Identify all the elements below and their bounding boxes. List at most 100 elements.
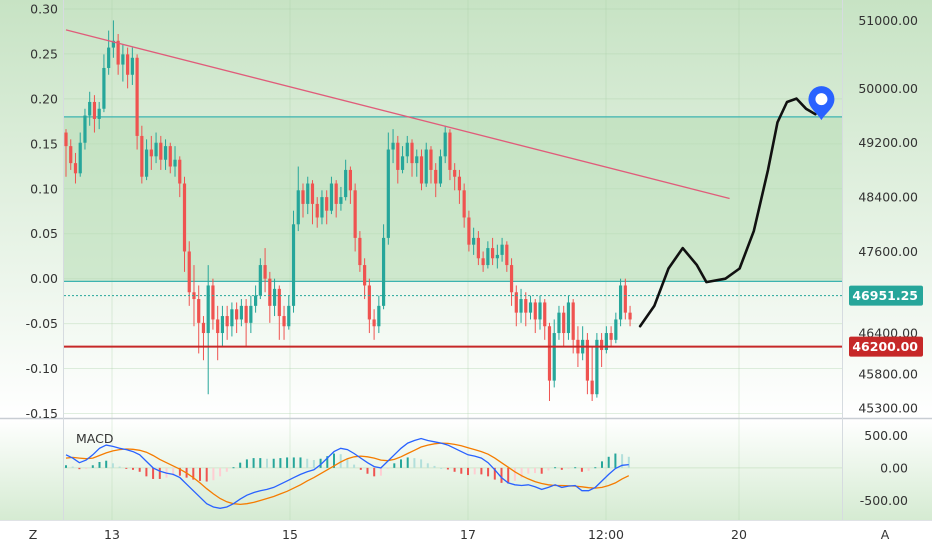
- macd-histogram-bar: [192, 467, 195, 480]
- candle: [353, 183, 357, 252]
- candle: [168, 142, 172, 174]
- price-axis-tick: 49200.00: [858, 135, 918, 150]
- support-price-label: 46200.00: [852, 339, 918, 354]
- macd-histogram-bar: [219, 467, 222, 477]
- candle: [566, 295, 571, 340]
- candle: [509, 258, 514, 306]
- candle: [514, 285, 518, 327]
- candle: [220, 305, 225, 347]
- macd-histogram-bar: [433, 465, 436, 468]
- macd-histogram-bar: [540, 467, 543, 474]
- left-axis-tick: 0.10: [30, 181, 58, 196]
- macd-histogram-bar: [594, 467, 597, 469]
- candle: [159, 135, 163, 170]
- candle: [277, 285, 281, 340]
- candle: [97, 101, 101, 130]
- left-axis-tick: 0.25: [30, 46, 58, 61]
- macd-histogram-bar: [440, 467, 443, 469]
- candle: [386, 132, 390, 245]
- macd-histogram-bar: [373, 467, 376, 477]
- candle: [467, 210, 471, 252]
- macd-histogram-bar: [527, 467, 530, 474]
- macd-histogram-bar: [507, 467, 510, 484]
- candle: [272, 278, 277, 317]
- timezone-button[interactable]: Z: [22, 524, 44, 544]
- candle: [363, 258, 367, 300]
- macd-histogram-bar: [312, 460, 315, 468]
- candle: [315, 197, 319, 228]
- trend-line[interactable]: [65, 29, 730, 200]
- candle: [287, 295, 291, 330]
- macd-histogram-bar: [239, 462, 242, 468]
- candle: [163, 139, 168, 170]
- candle: [543, 299, 547, 340]
- projection-path[interactable]: [638, 97, 817, 328]
- time-axis-labels[interactable]: 13 15 17 12:00 20: [104, 527, 747, 542]
- macd-histogram-bar: [621, 454, 624, 468]
- signal-line: [65, 442, 630, 506]
- macd-histogram-bar: [480, 467, 483, 475]
- candle: [282, 305, 286, 340]
- candle: [182, 176, 187, 272]
- macd-histogram-bar: [326, 456, 329, 468]
- candle: [310, 180, 315, 225]
- candle: [306, 176, 310, 215]
- macd-histogram-bar: [547, 467, 550, 471]
- candle: [600, 333, 604, 368]
- candle: [173, 146, 177, 177]
- candle: [481, 251, 485, 272]
- candle: [73, 152, 78, 184]
- price-axis-tick: 48400.00: [858, 190, 918, 205]
- macd-histogram-bar: [601, 461, 603, 468]
- candle: [505, 241, 509, 272]
- left-axis-tick: 0.15: [30, 136, 58, 151]
- macd-histogram-bar: [138, 467, 141, 472]
- macd-histogram-bar: [500, 467, 503, 483]
- macd-title[interactable]: MACD: [76, 431, 113, 446]
- candle: [254, 285, 258, 313]
- macd-histogram-bar: [85, 467, 88, 469]
- candle: [230, 302, 234, 337]
- macd-histogram-bar: [172, 467, 175, 476]
- candle: [88, 91, 92, 126]
- candle: [396, 135, 400, 184]
- location-pin-icon[interactable]: [808, 86, 835, 121]
- macd-axis-tick: 500.00: [864, 428, 908, 443]
- left-axis-tick: 0.20: [30, 91, 58, 106]
- candle: [291, 210, 296, 313]
- auto-scale-button-label: A: [881, 527, 890, 542]
- auto-scale-button[interactable]: A: [874, 524, 896, 544]
- left-axis-tick: -0.10: [26, 361, 58, 376]
- macd-histogram-bar: [467, 467, 469, 476]
- time-axis-tick: 15: [282, 527, 298, 542]
- candle: [258, 258, 262, 300]
- candle: [457, 169, 462, 204]
- candle: [618, 278, 623, 327]
- macd-histogram-bar: [266, 458, 268, 468]
- macd-histogram-bar: [65, 465, 67, 468]
- candle: [372, 309, 376, 340]
- macd-histogram-bar: [259, 458, 262, 468]
- candle: [263, 248, 267, 293]
- left-axis-labels: 0.30 0.25 0.20 0.15 0.10 0.05 0.00 -0.05 -0.10 -0…: [26, 1, 58, 421]
- range-zone[interactable]: [64, 116, 842, 282]
- candle: [206, 265, 210, 395]
- candle: [424, 142, 428, 187]
- candle: [400, 146, 405, 174]
- candle: [604, 326, 608, 354]
- candle: [562, 305, 566, 347]
- macd-histogram-bar: [152, 467, 155, 479]
- macd-histogram-bar: [446, 467, 449, 470]
- candle: [197, 285, 201, 354]
- macd-histogram-bar: [420, 459, 423, 468]
- candle: [438, 149, 443, 187]
- candle: [524, 292, 528, 327]
- candle: [344, 159, 348, 201]
- candle: [434, 163, 438, 198]
- candle: [301, 183, 305, 218]
- candle: [92, 95, 97, 133]
- candle: [367, 278, 371, 334]
- left-axis-tick: -0.15: [26, 406, 58, 421]
- macd-histogram-bar: [426, 463, 429, 468]
